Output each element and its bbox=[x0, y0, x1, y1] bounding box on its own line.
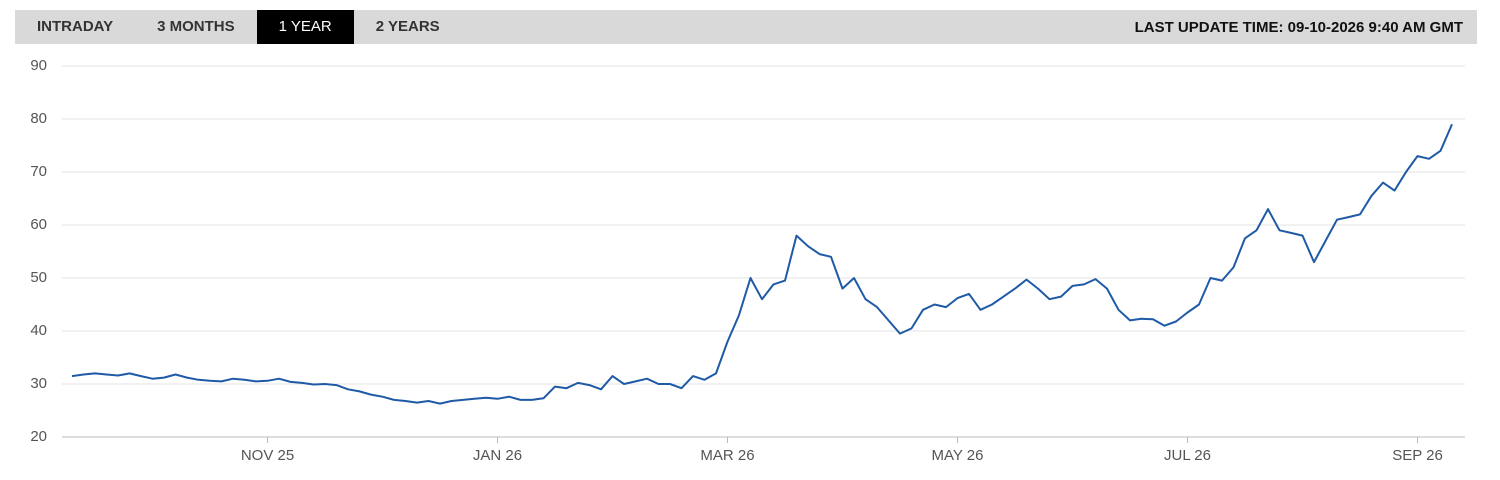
y-tick-label: 60 bbox=[30, 216, 47, 233]
price-line bbox=[71, 123, 1453, 405]
x-tick-label: MAR 26 bbox=[700, 447, 754, 464]
x-tick-label: NOV 25 bbox=[241, 447, 294, 464]
range-tab[interactable]: 2 YEARS bbox=[375, 18, 440, 35]
last-update: LAST UPDATE TIME: 09-10-2026 9:40 AM GMT bbox=[1134, 18, 1463, 36]
y-tick-label: 30 bbox=[30, 375, 47, 392]
y-tick-label: 20 bbox=[30, 428, 47, 445]
y-tick-label: 50 bbox=[30, 269, 47, 286]
y-tick-label: 90 bbox=[30, 57, 47, 74]
x-tick-label: JUL 26 bbox=[1164, 447, 1211, 464]
x-tick-label: SEP 26 bbox=[1392, 447, 1443, 464]
range-tab[interactable]: INTRADAY bbox=[37, 18, 114, 35]
header-bar: INTRADAY 3 MONTHS 1 YEAR 2 YEARS LAST UPDATE… bbox=[15, 10, 1477, 44]
y-tick-label: 80 bbox=[30, 110, 47, 127]
range-tab[interactable]: 1 YEAR bbox=[256, 10, 354, 44]
x-tick-label: MAY 26 bbox=[932, 447, 984, 464]
y-tick-label: 40 bbox=[30, 322, 47, 339]
range-tab[interactable]: 3 MONTHS bbox=[157, 18, 235, 35]
y-tick-label: 70 bbox=[30, 163, 47, 180]
x-tick-label: JAN 26 bbox=[473, 447, 522, 464]
